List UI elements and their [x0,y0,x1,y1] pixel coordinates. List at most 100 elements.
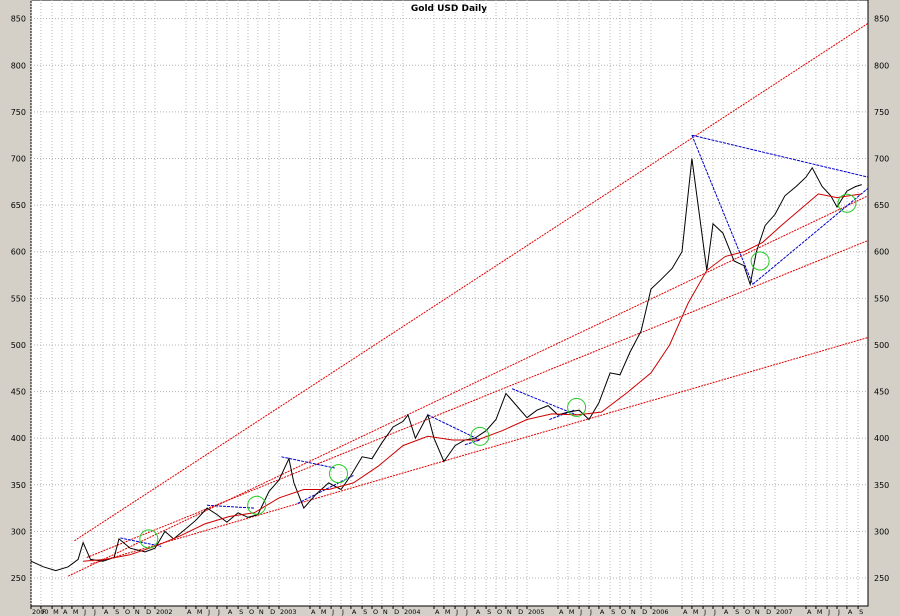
moving-average-line [83,193,862,562]
y-tick-label: 850 [11,15,26,24]
y-tick-label: 450 [11,388,26,397]
x-tick-label: M [569,608,575,616]
highlight-circle [750,251,770,271]
y-tick-label: 600 [11,248,26,257]
y-tick-label-right: 450 [874,388,889,397]
y-tick-label-right: 300 [874,527,889,536]
x-tick-label: N [631,608,636,616]
x-tick-label: J [341,608,344,616]
x-tick-label: J [703,608,706,616]
x-tick-label: 2002 [156,608,173,616]
x-tick-label: M [197,608,203,616]
highlight-circle [837,193,857,213]
x-tick-label: 2007 [776,608,793,616]
x-tick-label: N [383,608,388,616]
x-tick-label: N [259,608,264,616]
x-tick-label: O [621,608,626,616]
highlight-circle [470,426,490,446]
x-tick-label: 2006 [652,608,669,616]
red-trendline [86,240,869,558]
x-tick-label: S [115,608,119,616]
y-tick-label-right: 650 [874,201,889,210]
x-tick-label: 2004 [404,608,421,616]
x-tick-label: 2000 [32,608,49,616]
blue-trendline [691,134,754,285]
x-tick-label: M [445,608,451,616]
x-tick-label: D [642,608,647,616]
x-tick-label: S [611,608,615,616]
x-tick-label: J [465,608,468,616]
y-axis-right: 250 300 350 400 450 500 550 600 650 700 750 800 850 [874,15,889,583]
x-tick-label: F [42,608,46,616]
x-tick-label: D [146,608,151,616]
x-tick-label: O [373,608,378,616]
x-tick-label: J [713,608,716,616]
y-tick-label-right: 400 [874,434,889,443]
x-tick-label: D [270,608,275,616]
x-tick-label: J [837,608,840,616]
highlight-circle [247,495,267,515]
x-tick-label: A [476,608,481,616]
y-tick-label-right: 550 [874,294,889,303]
x-tick-label: A [724,608,729,616]
x-tick-label: A [104,608,109,616]
x-tick-label: M [693,608,699,616]
grid [30,0,868,606]
x-tick-label: M [73,608,79,616]
y-tick-label: 750 [11,108,26,117]
y-tick-label: 500 [11,341,26,350]
x-tick-label: A [187,608,192,616]
x-tick-label: S [239,608,243,616]
blue-trendline [691,134,869,178]
highlight-circles [139,193,857,549]
x-tick-label: N [755,608,760,616]
highlight-circle [567,397,587,417]
y-axis-left: 250 300 350 400 450 500 550 600 650 700 750 800 850 [11,15,26,583]
x-tick-label: N [507,608,512,616]
x-tick-label: S [363,608,367,616]
x-tick-label: J [827,608,830,616]
x-tick-label: O [249,608,254,616]
x-tick-label: A [311,608,316,616]
x-tick-label: J [455,608,458,616]
blue-trendline [752,187,869,285]
x-tick-label: D [394,608,399,616]
x-tick-label: J [83,608,86,616]
x-tick-label: J [93,608,96,616]
x-tick-label: A [848,608,853,616]
blue-trendline [281,456,335,469]
x-tick-label: M [817,608,823,616]
y-tick-label: 800 [11,61,26,70]
y-tick-label: 700 [11,154,26,163]
x-tick-label: A [559,608,564,616]
y-tick-label-right: 700 [874,154,889,163]
red-trendline [67,195,869,577]
plot-area [30,0,869,607]
x-tick-label: A [683,608,688,616]
y-tick-label-right: 350 [874,481,889,490]
x-tick-label: J [331,608,334,616]
highlight-circle [329,464,349,484]
blue-trendline [511,388,577,416]
red-trendlines [67,22,869,577]
y-tick-label-right: 250 [874,574,889,583]
x-tick-label: M [53,608,59,616]
y-tick-label: 250 [11,574,26,583]
x-tick-label: 2005 [528,608,545,616]
x-tick-label: A [63,608,68,616]
x-tick-label: O [497,608,502,616]
x-tick-label: J [217,608,220,616]
y-tick-label: 550 [11,294,26,303]
x-tick-label: J [589,608,592,616]
x-tick-label: D [766,608,771,616]
y-tick-label-right: 800 [874,61,889,70]
y-tick-label-right: 850 [874,15,889,24]
highlight-circle [139,529,159,549]
y-tick-label-right: 600 [874,248,889,257]
x-tick-label: S [735,608,739,616]
y-tick-label: 300 [11,527,26,536]
y-tick-label: 350 [11,481,26,490]
x-tick-label: J [579,608,582,616]
